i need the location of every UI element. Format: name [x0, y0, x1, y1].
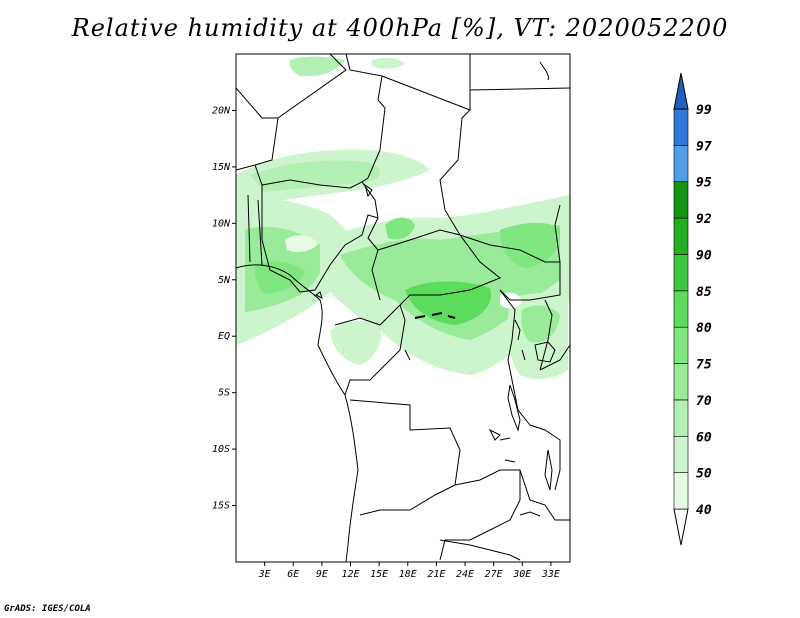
lon-tick-label: 6E	[287, 569, 299, 580]
lon-tick-label: 9E	[316, 569, 328, 580]
chart-title: Relative humidity at 400hPa [%], VT: 202…	[71, 14, 729, 42]
lon-tick-label: 15E	[370, 569, 388, 580]
lon-tick-label: 33E	[541, 569, 560, 580]
lat-tick-label: 15S	[212, 501, 230, 512]
colorbar-overflow	[673, 72, 689, 110]
border-zimbabwe	[439, 539, 521, 561]
colorbar-segment	[673, 435, 689, 473]
colorbar-label: 92	[696, 212, 712, 227]
lon-tick-label: 21E	[427, 569, 445, 580]
humidity-area-north-central	[385, 217, 415, 240]
lake-kivu-albert	[514, 319, 526, 361]
lake-chad	[364, 183, 373, 198]
humidity-area-east-core	[500, 222, 561, 268]
border-drc-north	[344, 304, 406, 396]
swamps-congo	[414, 312, 456, 319]
colorbar: 40 50 60 70 75 80 85 90 92 95 97 99	[673, 72, 712, 546]
lat-tick-label: EQ	[218, 331, 230, 342]
longitude-axis: 3E 6E 9E 12E 15E 18E 21E 24E 27E 30E 33E	[258, 562, 560, 580]
colorbar-segment	[673, 108, 689, 146]
colorbar-underflow	[673, 508, 689, 546]
lat-tick-label: 10S	[212, 444, 230, 455]
lon-tick-label: 30E	[512, 569, 531, 580]
border-egypt-sudan	[469, 87, 570, 91]
credit-text: GrADS: IGES/COLA	[4, 604, 91, 614]
coast-east	[539, 61, 549, 81]
border-uganda-kenya	[539, 299, 553, 371]
humidity-area-north-2	[372, 57, 405, 69]
colorbar-label: 50	[696, 467, 712, 482]
humidity-area-sahel-inner	[250, 160, 381, 192]
lat-tick-label: 15N	[212, 162, 231, 173]
border-niger-chad	[367, 75, 386, 179]
colorbar-label: 75	[696, 358, 712, 373]
colorbar-label: 85	[696, 285, 712, 300]
humidity-area-lakes-inner	[521, 305, 560, 343]
colorbar-label: 90	[696, 248, 712, 263]
river-lakes	[404, 349, 541, 517]
border-zambia	[439, 469, 521, 561]
colorbar-segment	[673, 363, 689, 401]
humidity-area-north	[289, 56, 345, 77]
colorbar-label: 97	[696, 139, 712, 154]
border-nigeria-cameroon	[361, 181, 381, 301]
lake-mweru	[488, 428, 501, 441]
lat-tick-label: 20N	[212, 105, 231, 116]
lon-tick-label: 24E	[456, 569, 474, 580]
colorbar-label: 70	[696, 394, 712, 409]
island-bioko	[315, 291, 323, 299]
colorbar-label: 60	[696, 430, 712, 445]
colorbar-label: 40	[696, 503, 712, 518]
humidity-gap	[285, 235, 318, 252]
lat-tick-label: 5S	[218, 388, 230, 399]
colorbar-segment	[673, 145, 689, 183]
colorbar-segment	[673, 254, 689, 292]
border-car	[377, 229, 501, 306]
colorbar-label: 95	[696, 176, 712, 191]
humidity-area-central-core	[405, 281, 491, 325]
lake-victoria	[534, 341, 556, 363]
country-borders	[236, 54, 570, 562]
border-benin-togo	[247, 194, 263, 266]
lon-tick-label: 3E	[258, 569, 271, 580]
border-angola	[349, 399, 461, 516]
latitude-axis: 20N 15N 10N 5N EQ 5S 10S 15S	[212, 105, 236, 512]
border-chad-sudan	[439, 109, 471, 236]
border-libya-chad	[345, 54, 471, 111]
colorbar-label: 99	[696, 103, 712, 118]
lon-tick-label: 27E	[485, 569, 503, 580]
humidity-area-congo	[330, 320, 382, 365]
border-congo-gabon	[334, 304, 401, 326]
colorbar-segment	[673, 217, 689, 255]
coast-gulf	[236, 264, 346, 396]
map-frame	[235, 53, 571, 563]
coast-angola	[344, 394, 359, 562]
lat-tick-label: 10N	[212, 218, 231, 229]
humidity-area-west-core	[254, 261, 305, 294]
humidity-field	[236, 56, 570, 380]
border-mozambique	[519, 469, 570, 521]
colorbar-label: 80	[696, 321, 712, 336]
colorbar-segment	[673, 290, 689, 328]
colorbar-segment	[673, 472, 689, 510]
border-niger-mali	[236, 117, 279, 171]
lon-tick-label: 18E	[399, 569, 417, 580]
lake-tanganyika	[507, 384, 521, 432]
colorbar-segment	[673, 181, 689, 219]
lake-malawi	[544, 449, 553, 491]
colorbar-segment	[673, 326, 689, 364]
border-ethiopia	[554, 204, 561, 263]
border-tanzania	[529, 344, 570, 491]
lat-tick-label: 5N	[218, 275, 231, 286]
border-nigeria	[261, 185, 379, 293]
lon-tick-label: 12E	[341, 569, 359, 580]
colorbar-segment	[673, 399, 689, 437]
